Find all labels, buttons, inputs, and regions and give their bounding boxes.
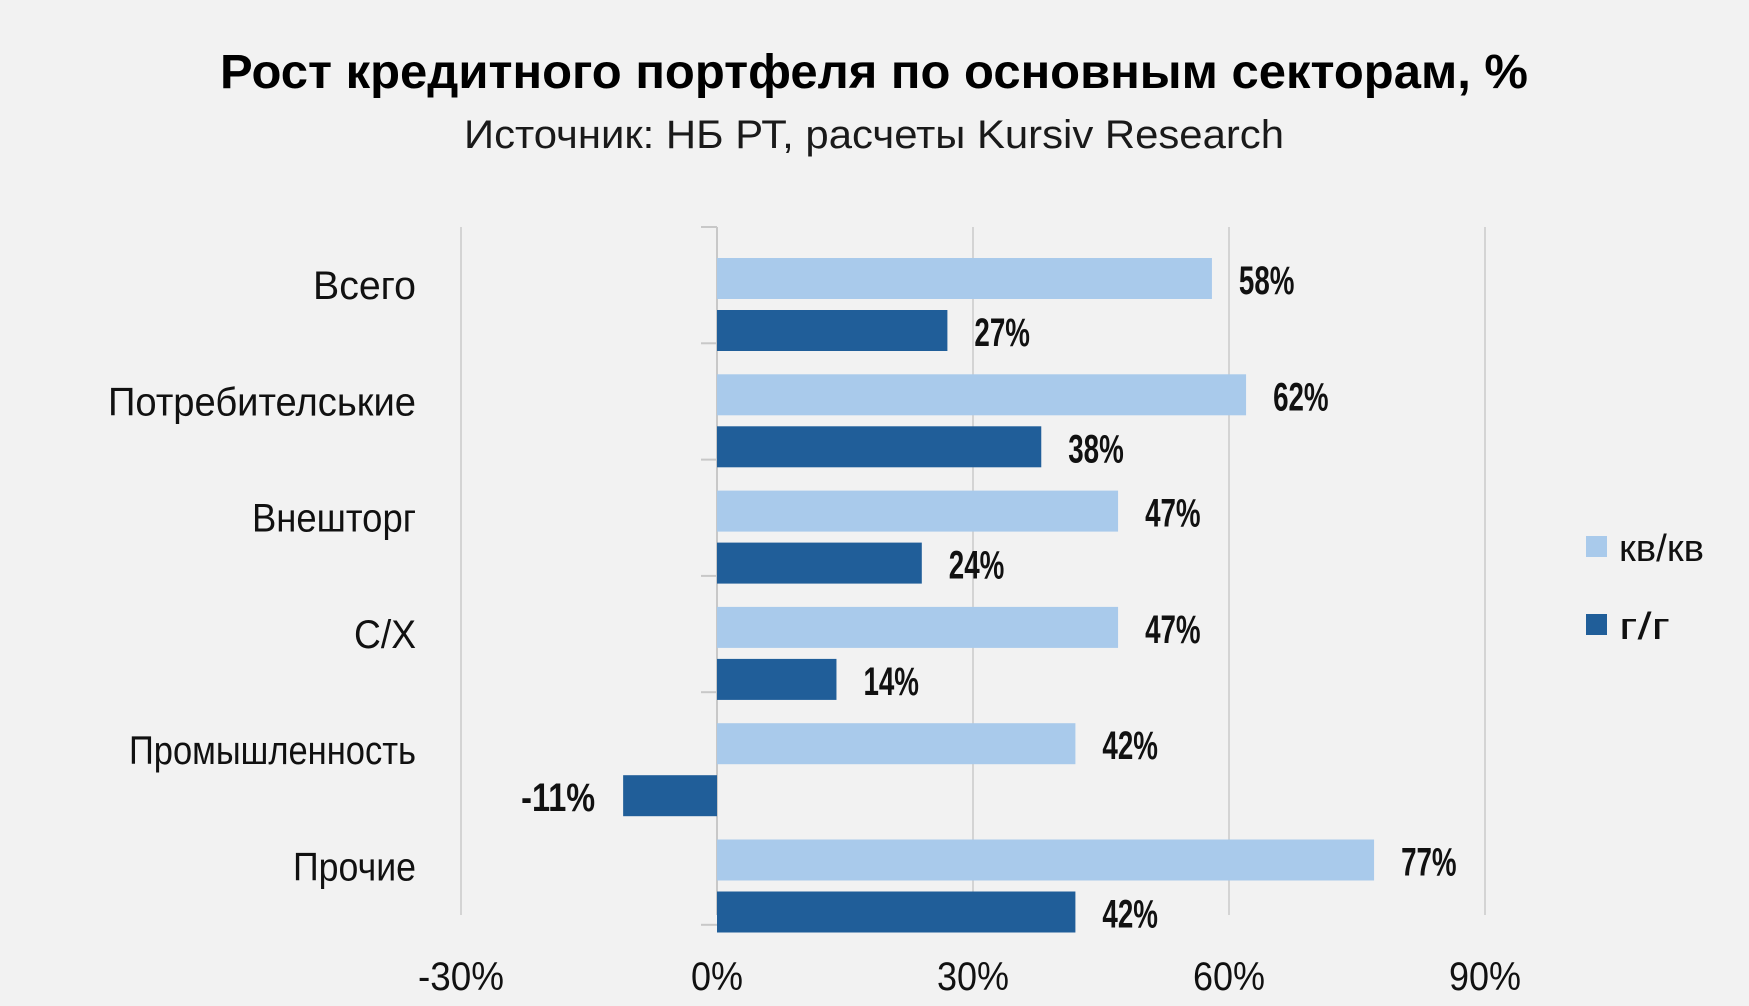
category-label: Всего xyxy=(313,264,416,308)
category-label: Внешторг xyxy=(252,497,416,541)
bar-yoy xyxy=(717,542,922,584)
category-label: Прочие xyxy=(293,846,416,890)
data-label: -11% xyxy=(521,776,595,820)
chart-title: Рост кредитного портфеля по основным сек… xyxy=(220,46,1528,99)
bar-yoy xyxy=(717,426,1042,468)
data-label: 24% xyxy=(949,544,1005,588)
data-label: 47% xyxy=(1145,492,1201,536)
data-label: 58% xyxy=(1239,259,1295,303)
legend-swatch xyxy=(1586,614,1607,635)
bars xyxy=(623,258,1375,933)
bar-qoq xyxy=(717,606,1119,648)
x-tick-label: 60% xyxy=(1193,955,1265,999)
data-label: 38% xyxy=(1068,427,1124,471)
bar-yoy xyxy=(717,891,1076,933)
legend-swatch xyxy=(1586,536,1607,557)
bar-qoq xyxy=(717,374,1247,416)
chart-subtitle: Источник: НБ РТ, расчеты Kursiv Research xyxy=(464,113,1284,157)
x-tick-label: 30% xyxy=(937,955,1009,999)
bar-yoy xyxy=(717,310,948,351)
legend-label: г/г xyxy=(1619,606,1670,648)
category-label: Потребителськие xyxy=(108,380,416,424)
x-tick-label: 90% xyxy=(1449,955,1521,999)
gridlines: -30% 0% 30% 60% 90% xyxy=(418,226,1521,999)
bar-qoq xyxy=(717,258,1212,299)
bar-yoy xyxy=(717,658,837,700)
data-label: 77% xyxy=(1401,841,1457,885)
category-label: С/Х xyxy=(354,613,416,657)
data-label: 42% xyxy=(1102,724,1158,768)
data-label: 14% xyxy=(863,660,919,704)
legend: кв/кв г/г xyxy=(1586,528,1704,648)
bar-qoq xyxy=(717,723,1076,765)
x-tick-label: 0% xyxy=(691,955,743,999)
x-tick-label: -30% xyxy=(418,955,504,999)
data-label: 47% xyxy=(1145,608,1201,652)
legend-label: кв/кв xyxy=(1619,528,1704,570)
category-label: Промышленность xyxy=(129,729,416,773)
bar-yoy xyxy=(623,775,717,817)
data-label: 27% xyxy=(974,311,1030,355)
bar-qoq xyxy=(717,490,1119,532)
data-label: 42% xyxy=(1102,893,1158,937)
data-label: 62% xyxy=(1273,375,1329,419)
bar-qoq xyxy=(717,839,1375,881)
labels: Всего 58% 27% Потребителськие 62% 38% Внешторг… xyxy=(108,259,1457,937)
